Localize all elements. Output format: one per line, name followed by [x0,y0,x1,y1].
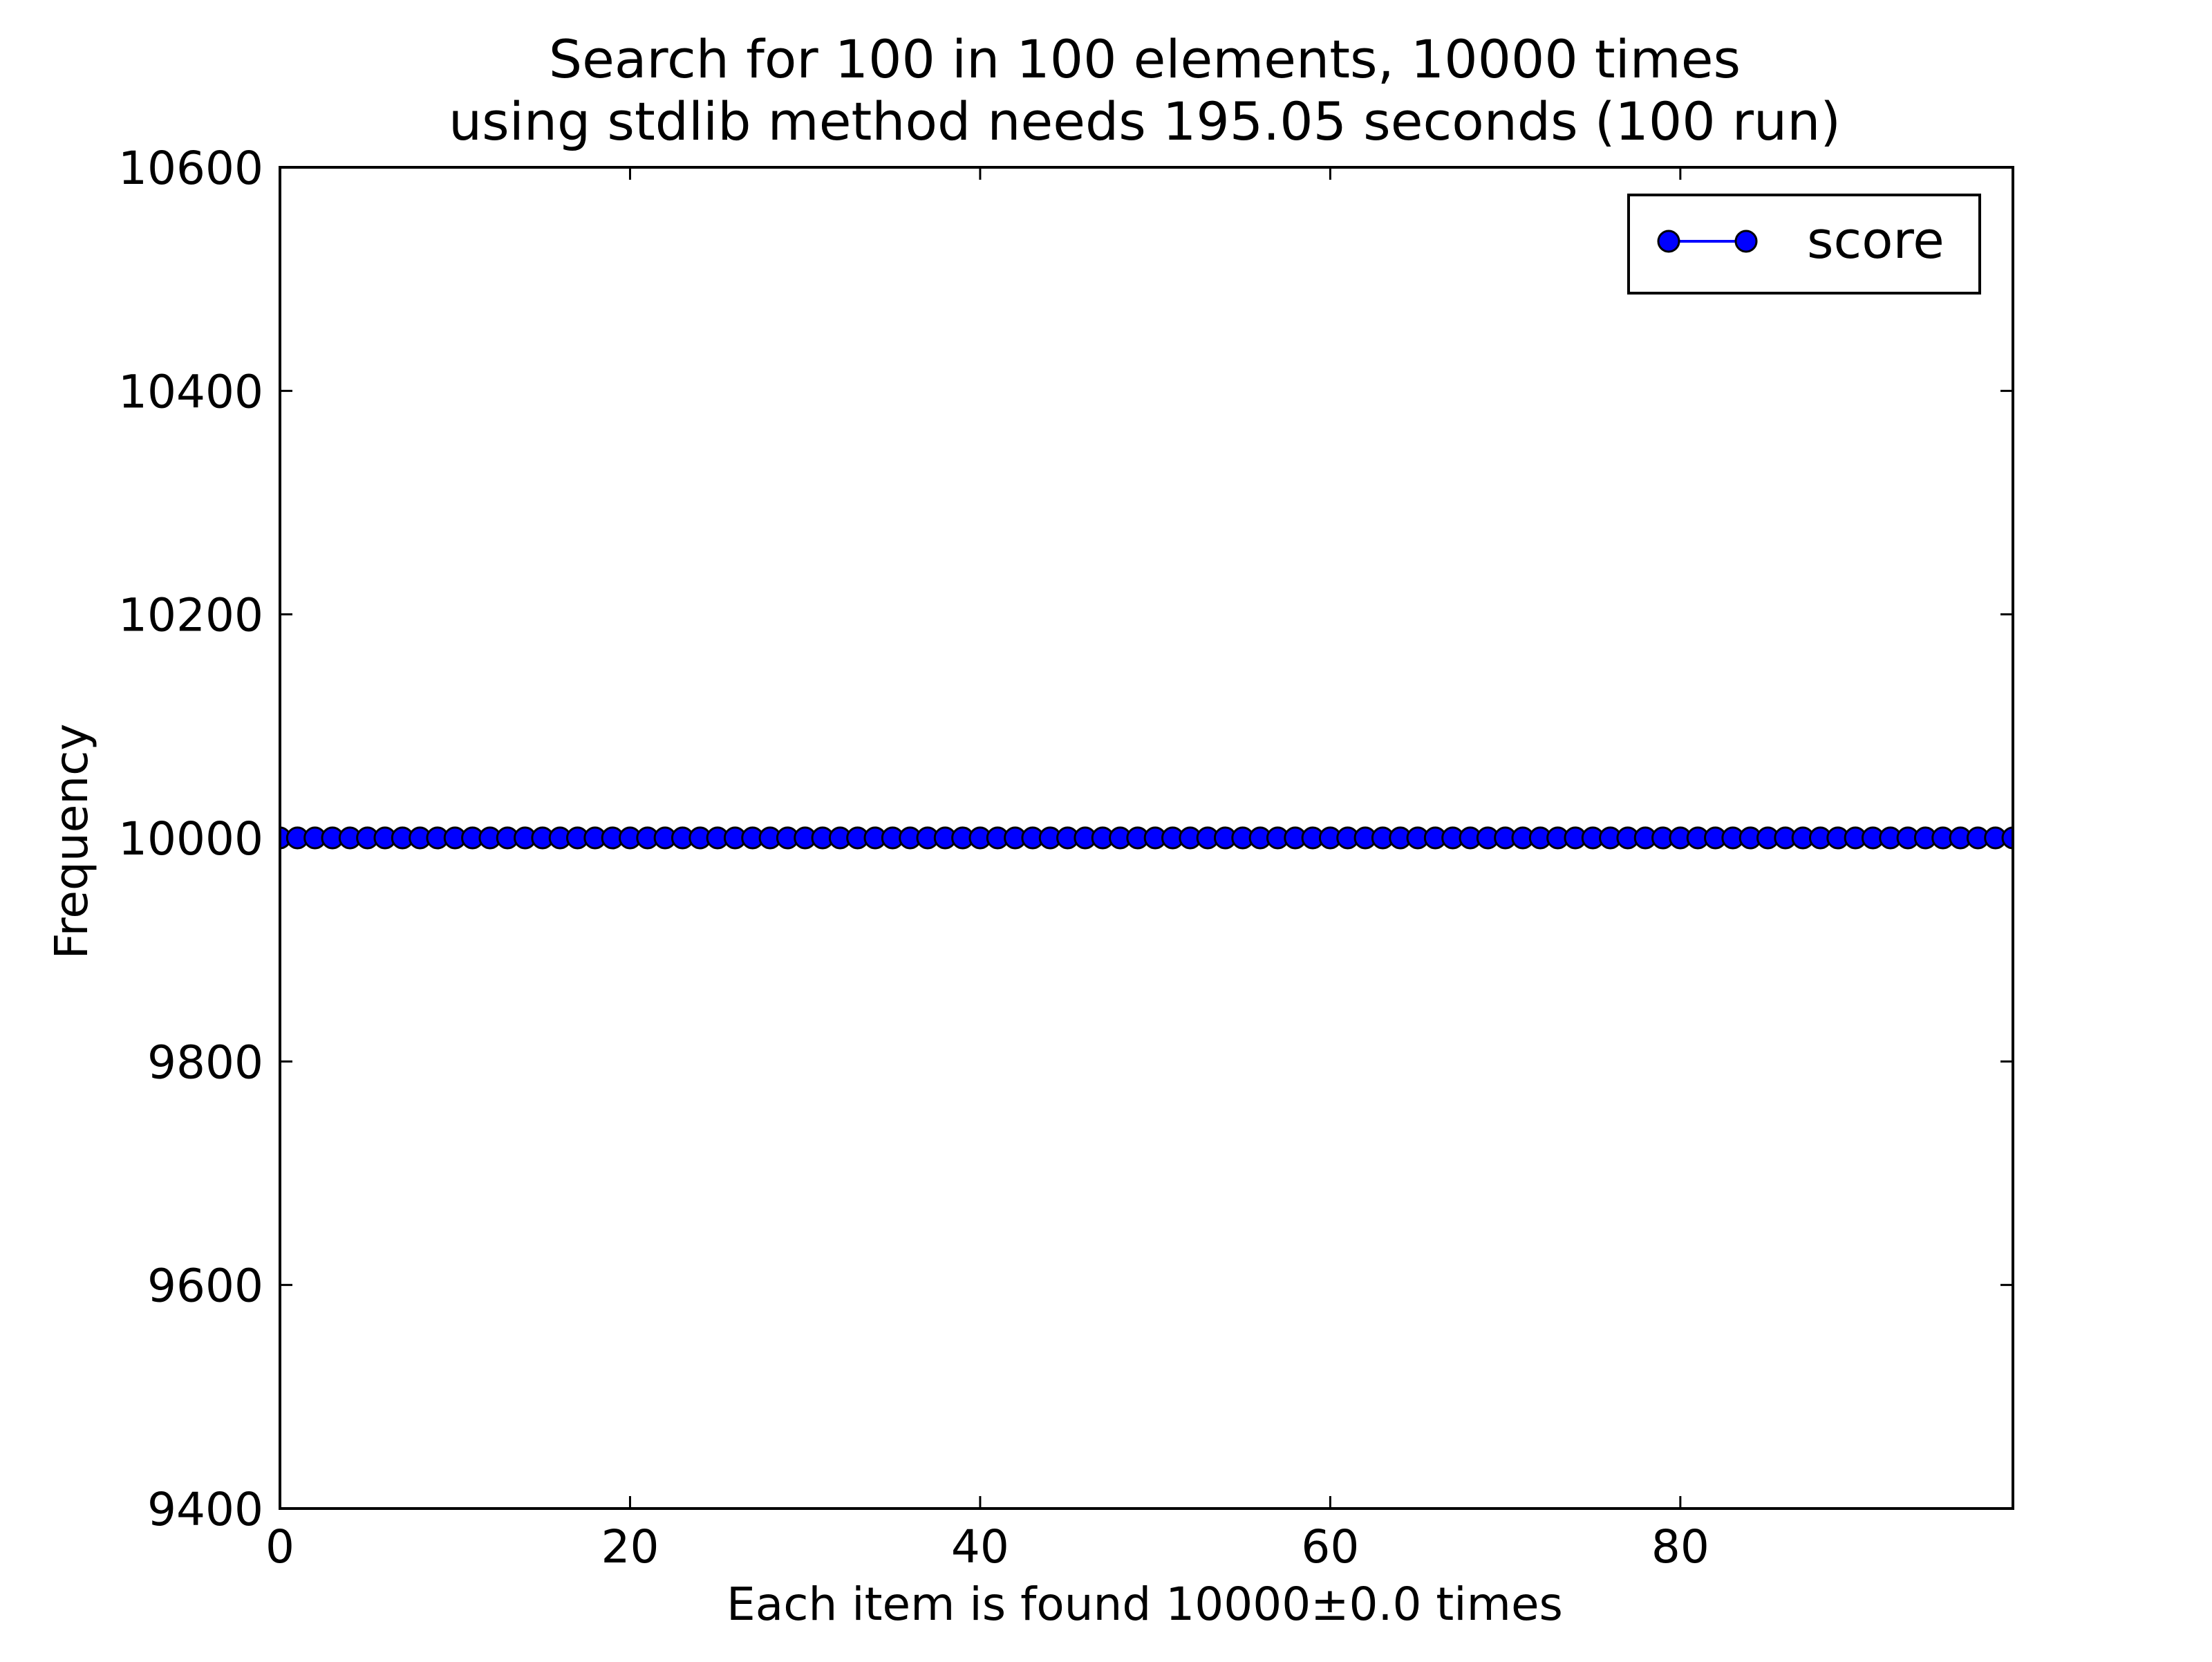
x-tick-label: 40 [951,1520,1009,1574]
legend-label-score: score [1807,211,1944,270]
plot-frame [279,166,2014,1510]
y-tick-label: 10400 [118,365,263,418]
x-tick-label: 80 [1651,1520,1709,1574]
legend: score [1627,194,1981,295]
y-tick-label: 9800 [147,1036,263,1089]
x-tick-label: 60 [1301,1520,1359,1574]
plot-layer: 0 20 40 60 80 9400 9600 9800 10000 10200 10400 1060… [118,142,2014,1574]
y-axis-label: Frequency [45,724,98,960]
y-tick-label: 9400 [147,1483,263,1536]
legend-marker-end [1734,230,1758,253]
y-tick-label: 10600 [118,142,263,195]
x-axis-label: Each item is found 10000±0.0 times [727,1578,1563,1631]
y-tick-label: 10200 [118,589,263,642]
chart-subtitle: using stdlib method needs 195.05 seconds… [449,91,1841,152]
x-tick-label: 0 [265,1520,294,1574]
legend-frame [1627,194,1981,295]
y-tick-label: 9600 [147,1260,263,1313]
legend-marker-start [1657,230,1680,253]
x-tick-label: 20 [601,1520,659,1574]
data-point [2001,826,2013,850]
chart-title: Search for 100 in 100 elements, 10000 ti… [549,28,1741,90]
y-tick-label: 10000 [118,812,263,866]
